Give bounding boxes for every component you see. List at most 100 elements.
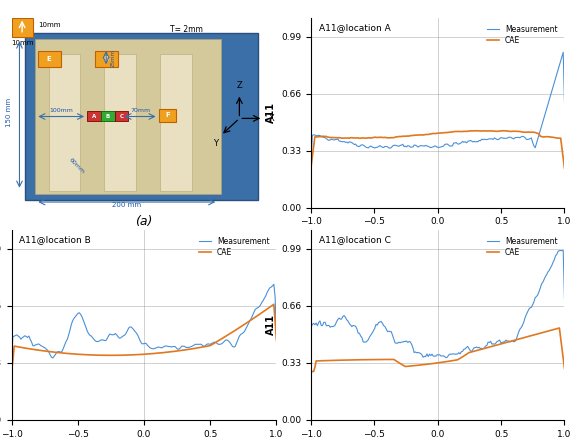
CAE xyxy=(541,134,548,140)
Measurement xyxy=(323,136,330,141)
CAE xyxy=(375,135,382,140)
CAE xyxy=(318,134,325,139)
Measurement xyxy=(18,335,25,340)
Measurement xyxy=(561,296,568,301)
Text: D: D xyxy=(103,56,109,62)
Measurement xyxy=(318,133,325,139)
Measurement xyxy=(308,325,314,330)
CAE xyxy=(8,369,15,374)
Measurement xyxy=(355,144,362,149)
Text: Z: Z xyxy=(237,81,242,90)
Measurement xyxy=(442,355,449,360)
CAE xyxy=(375,357,382,362)
Text: 25mm: 25mm xyxy=(111,49,116,67)
Text: 10mm: 10mm xyxy=(12,41,34,46)
Line: CAE: CAE xyxy=(311,328,564,372)
Legend: Measurement, CAE: Measurement, CAE xyxy=(484,234,560,260)
Measurement xyxy=(541,277,548,282)
Text: A11@location A: A11@location A xyxy=(319,23,391,32)
Text: (b): (b) xyxy=(429,250,446,263)
Text: B: B xyxy=(105,114,110,119)
CAE xyxy=(308,369,314,374)
Bar xyxy=(158,109,176,122)
Measurement xyxy=(548,89,555,94)
Line: CAE: CAE xyxy=(12,304,276,372)
Bar xyxy=(87,111,101,121)
Measurement xyxy=(273,340,280,345)
X-axis label: Normalized thickness: Normalized thickness xyxy=(378,232,497,242)
CAE xyxy=(355,357,362,362)
Measurement xyxy=(560,50,567,55)
Bar xyxy=(25,33,258,200)
Measurement xyxy=(375,144,382,149)
Text: 200 mm: 200 mm xyxy=(112,202,141,208)
CAE xyxy=(323,134,330,139)
Text: Y: Y xyxy=(213,139,218,149)
CAE xyxy=(24,346,31,351)
Measurement xyxy=(355,331,362,336)
Line: Measurement: Measurement xyxy=(311,251,564,358)
Text: F: F xyxy=(165,112,170,118)
Text: E: E xyxy=(47,56,51,62)
Text: (a): (a) xyxy=(135,215,153,229)
Text: C: C xyxy=(119,114,123,119)
CAE xyxy=(308,164,314,170)
Bar xyxy=(35,38,221,194)
Y-axis label: A11: A11 xyxy=(266,314,276,335)
Legend: Measurement, CAE: Measurement, CAE xyxy=(484,22,560,48)
Line: Measurement: Measurement xyxy=(311,52,564,160)
Text: A11@location B: A11@location B xyxy=(20,236,91,244)
CAE xyxy=(58,350,65,355)
Line: CAE: CAE xyxy=(311,131,564,168)
CAE xyxy=(561,166,568,171)
Y-axis label: A11: A11 xyxy=(266,102,276,123)
Line: Measurement: Measurement xyxy=(12,284,276,365)
Measurement xyxy=(561,100,568,105)
Measurement xyxy=(556,248,563,253)
Measurement xyxy=(8,362,15,367)
CAE xyxy=(561,366,568,371)
Measurement xyxy=(323,323,330,328)
Bar xyxy=(104,54,136,191)
CAE xyxy=(556,325,563,331)
Bar xyxy=(38,51,60,67)
CAE xyxy=(251,316,257,321)
Text: 100mm: 100mm xyxy=(49,108,73,113)
Bar xyxy=(101,111,115,121)
CAE xyxy=(318,358,325,363)
Measurement xyxy=(539,119,546,124)
Measurement xyxy=(318,323,325,328)
CAE xyxy=(79,352,86,357)
Text: 70mm: 70mm xyxy=(130,108,150,113)
Measurement xyxy=(58,350,65,355)
CAE xyxy=(548,328,555,333)
Measurement xyxy=(79,314,86,320)
CAE xyxy=(550,134,556,140)
Bar xyxy=(48,54,81,191)
Measurement xyxy=(375,320,382,325)
Measurement xyxy=(251,310,257,315)
Bar xyxy=(95,51,118,67)
Text: 60mm: 60mm xyxy=(67,157,85,175)
Bar xyxy=(12,18,33,37)
Measurement xyxy=(260,298,267,303)
Text: T= 2mm: T= 2mm xyxy=(170,25,203,34)
Measurement xyxy=(270,282,277,287)
Text: X: X xyxy=(268,114,274,123)
Legend: Measurement, CAE: Measurement, CAE xyxy=(196,234,272,260)
CAE xyxy=(260,309,267,314)
CAE xyxy=(472,128,479,133)
CAE xyxy=(355,135,362,141)
Measurement xyxy=(308,157,314,162)
CAE xyxy=(270,301,277,307)
CAE xyxy=(18,345,25,350)
Bar xyxy=(160,54,192,191)
Measurement xyxy=(550,260,556,265)
Text: 150 mm: 150 mm xyxy=(6,98,12,127)
Text: 10mm: 10mm xyxy=(38,22,60,28)
Text: A11@location C: A11@location C xyxy=(319,236,391,244)
Measurement xyxy=(24,335,31,340)
CAE xyxy=(539,330,546,335)
Text: A: A xyxy=(92,114,96,119)
CAE xyxy=(273,337,280,342)
